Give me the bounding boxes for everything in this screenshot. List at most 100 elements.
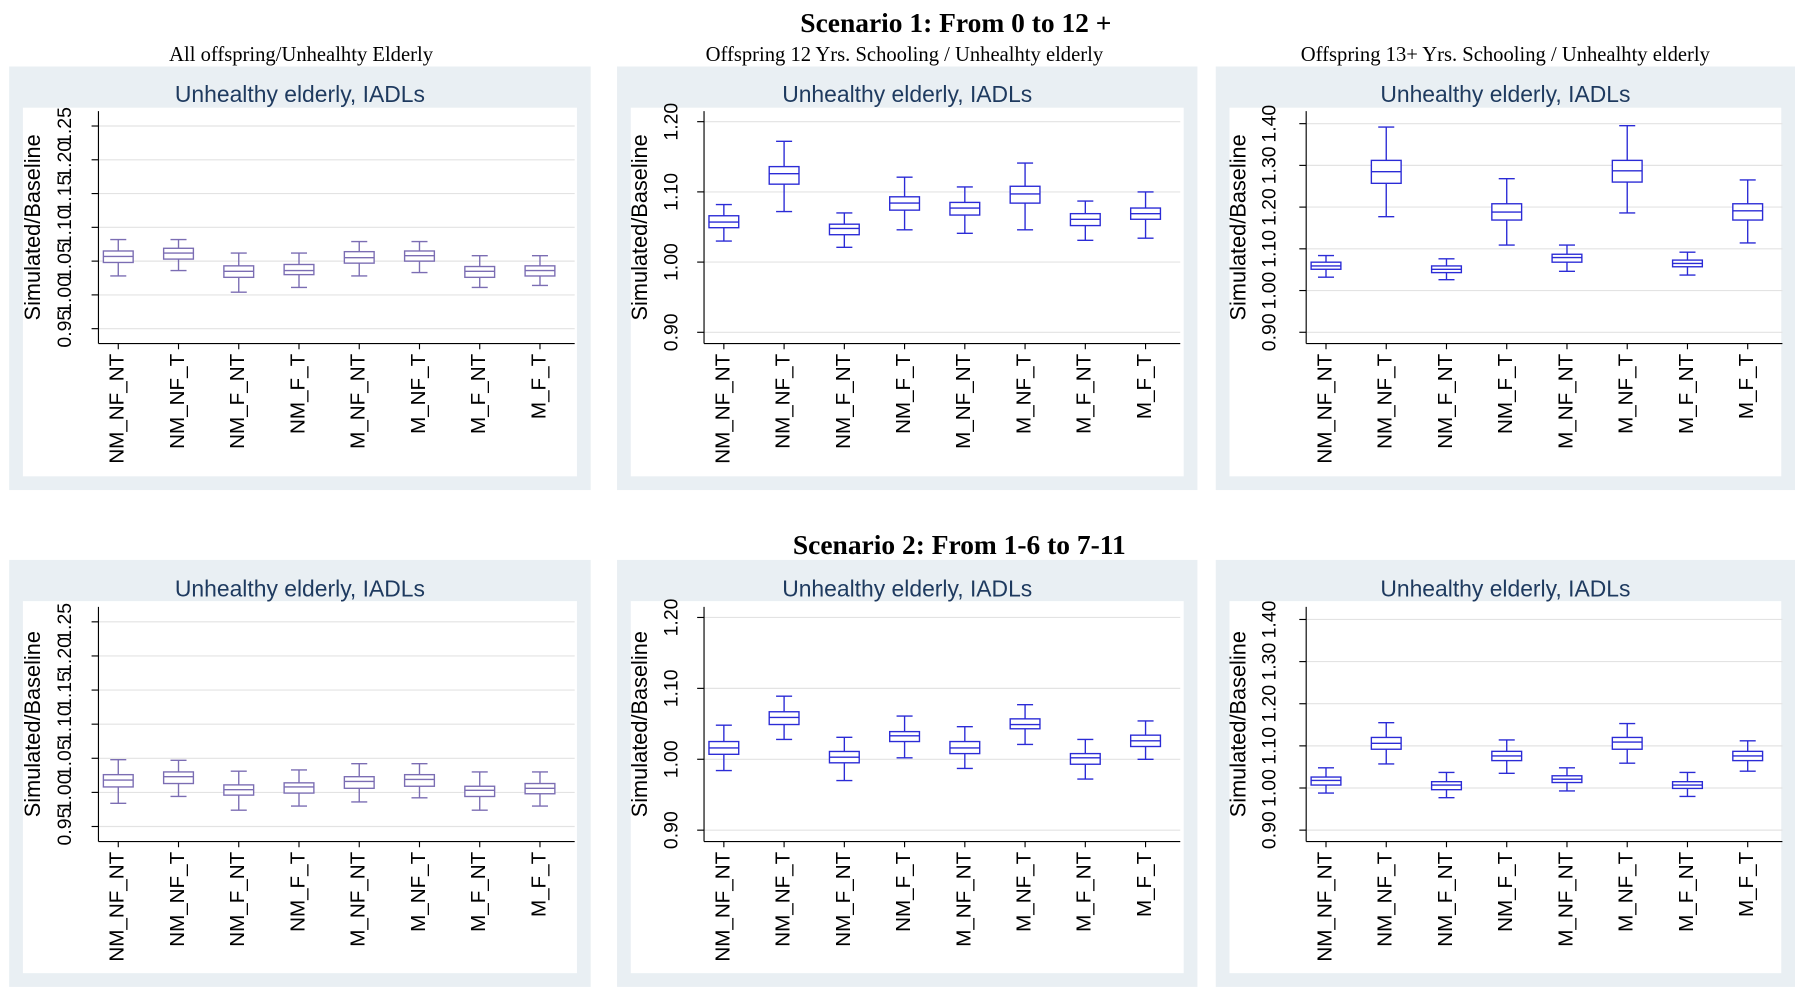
x-tick-label: NM_F_NT bbox=[226, 353, 249, 448]
x-tick-label: M_NF_NT bbox=[952, 851, 975, 946]
scenario-title: Scenario 1: From 0 to 12 + bbox=[800, 8, 1111, 38]
box bbox=[343, 776, 375, 789]
plot-area bbox=[22, 107, 577, 477]
x-tick-label: M_NF_NT bbox=[1554, 353, 1577, 448]
y-tick-label: 1.10 bbox=[54, 705, 76, 743]
y-tick-label: 1.15 bbox=[54, 671, 76, 709]
y-tick-label: 1.00 bbox=[1258, 271, 1280, 309]
x-tick-label: NM_F_T bbox=[892, 353, 915, 434]
plot-area bbox=[630, 107, 1184, 477]
y-tick-label: 1.10 bbox=[54, 208, 76, 246]
box bbox=[403, 773, 436, 787]
box bbox=[1009, 185, 1041, 204]
box bbox=[828, 223, 860, 236]
y-tick-label: 1.00 bbox=[661, 740, 683, 778]
y-tick-label: 1.25 bbox=[54, 603, 76, 641]
y-tick-label: 1.20 bbox=[661, 598, 683, 636]
x-tick-label: M_NF_NT bbox=[1554, 851, 1577, 946]
x-tick-label: NM_F_T bbox=[892, 851, 915, 932]
column-title: All offspring/Unhealhty Elderly bbox=[169, 44, 434, 66]
box bbox=[889, 730, 921, 743]
y-tick-label: 1.30 bbox=[1258, 642, 1280, 680]
column-title: Offspring 13+ Yrs. Schooling / Unhealhty… bbox=[1301, 44, 1711, 66]
x-tick-label: NM_NF_NT bbox=[711, 353, 734, 463]
box bbox=[1611, 736, 1643, 750]
y-axis-label: Simulated/Baseline bbox=[20, 134, 45, 320]
x-tick-label: M_NF_NT bbox=[347, 851, 370, 946]
x-tick-label: M_NF_T bbox=[1615, 851, 1638, 932]
y-tick-label: 1.00 bbox=[54, 276, 76, 314]
y-tick-label: 1.15 bbox=[54, 175, 76, 213]
x-tick-label: M_NF_NT bbox=[952, 353, 975, 448]
box bbox=[949, 201, 981, 216]
y-tick-label: 1.10 bbox=[661, 669, 683, 707]
x-tick-label: M_F_T bbox=[1735, 851, 1758, 917]
y-axis-label: Simulated/Baseline bbox=[1226, 631, 1251, 817]
y-tick-label: 0.95 bbox=[54, 808, 76, 846]
y-axis-label: Simulated/Baseline bbox=[20, 631, 45, 817]
x-tick-label: NM_F_NT bbox=[1434, 851, 1457, 946]
y-tick-label: 1.20 bbox=[54, 141, 76, 179]
y-tick-label: 0.90 bbox=[661, 313, 683, 351]
y-tick-label: 1.25 bbox=[54, 107, 76, 145]
y-tick-label: 1.20 bbox=[1258, 685, 1280, 723]
x-tick-label: M_NF_T bbox=[407, 851, 430, 932]
chart-title: Unhealthy elderly, IADLs bbox=[1380, 576, 1630, 602]
x-tick-label: NM_NF_T bbox=[166, 851, 189, 946]
x-tick-label: M_F_NT bbox=[467, 851, 490, 932]
box bbox=[768, 165, 800, 185]
y-tick-label: 0.90 bbox=[661, 811, 683, 849]
y-tick-label: 1.40 bbox=[1258, 600, 1280, 638]
y-tick-label: 1.10 bbox=[661, 173, 683, 211]
chart-title: Unhealthy elderly, IADLs bbox=[782, 576, 1032, 602]
x-tick-label: M_NF_T bbox=[1013, 353, 1036, 434]
y-axis-label: Simulated/Baseline bbox=[627, 134, 652, 320]
x-tick-label: M_F_NT bbox=[1073, 353, 1096, 434]
y-axis-label: Simulated/Baseline bbox=[627, 631, 652, 817]
x-tick-label: M_NF_NT bbox=[347, 353, 370, 448]
scenario-title: Scenario 2: From 1-6 to 7-11 bbox=[793, 530, 1126, 560]
box bbox=[1069, 752, 1101, 765]
box bbox=[1009, 718, 1041, 730]
x-tick-label: M_F_T bbox=[1133, 353, 1156, 419]
x-tick-label: NM_NF_T bbox=[772, 353, 795, 448]
x-tick-label: M_F_NT bbox=[1073, 851, 1096, 932]
x-tick-label: M_F_T bbox=[1133, 851, 1156, 917]
x-tick-label: NM_F_NT bbox=[1434, 353, 1457, 448]
x-tick-label: M_NF_T bbox=[1615, 353, 1638, 434]
x-tick-label: NM_NF_NT bbox=[1313, 851, 1336, 961]
plot-area bbox=[1229, 107, 1782, 477]
x-tick-label: M_F_NT bbox=[1675, 353, 1698, 434]
y-tick-label: 1.00 bbox=[1258, 769, 1280, 807]
x-tick-label: NM_NF_NT bbox=[711, 851, 734, 961]
box bbox=[1732, 203, 1764, 221]
x-tick-label: NM_NF_T bbox=[1374, 851, 1397, 946]
chart-title: Unhealthy elderly, IADLs bbox=[175, 81, 425, 107]
y-axis-label: Simulated/Baseline bbox=[1226, 134, 1251, 320]
x-tick-label: M_F_NT bbox=[467, 353, 490, 434]
x-tick-label: NM_NF_T bbox=[772, 851, 795, 946]
chart-title: Unhealthy elderly, IADLs bbox=[175, 576, 425, 602]
x-tick-label: M_F_T bbox=[527, 353, 550, 419]
y-tick-label: 0.95 bbox=[54, 310, 76, 348]
plot-area bbox=[630, 601, 1184, 974]
chart-title: Unhealthy elderly, IADLs bbox=[782, 81, 1032, 107]
x-tick-label: NM_F_T bbox=[1494, 851, 1517, 932]
y-tick-label: 1.00 bbox=[661, 243, 683, 281]
y-tick-label: 0.90 bbox=[1258, 811, 1280, 849]
x-tick-label: NM_F_T bbox=[286, 353, 309, 434]
x-tick-label: NM_NF_NT bbox=[106, 851, 129, 961]
y-tick-label: 1.05 bbox=[54, 739, 76, 777]
box bbox=[768, 711, 800, 726]
x-tick-label: M_F_NT bbox=[1675, 851, 1698, 932]
x-tick-label: NM_NF_T bbox=[1374, 353, 1397, 448]
x-tick-label: NM_F_NT bbox=[832, 851, 855, 946]
x-tick-label: M_F_T bbox=[527, 851, 550, 917]
x-tick-label: M_NF_T bbox=[1013, 851, 1036, 932]
box bbox=[162, 771, 195, 785]
x-tick-label: NM_NF_NT bbox=[106, 353, 129, 463]
y-tick-label: 1.40 bbox=[1258, 105, 1280, 143]
box bbox=[283, 263, 315, 276]
